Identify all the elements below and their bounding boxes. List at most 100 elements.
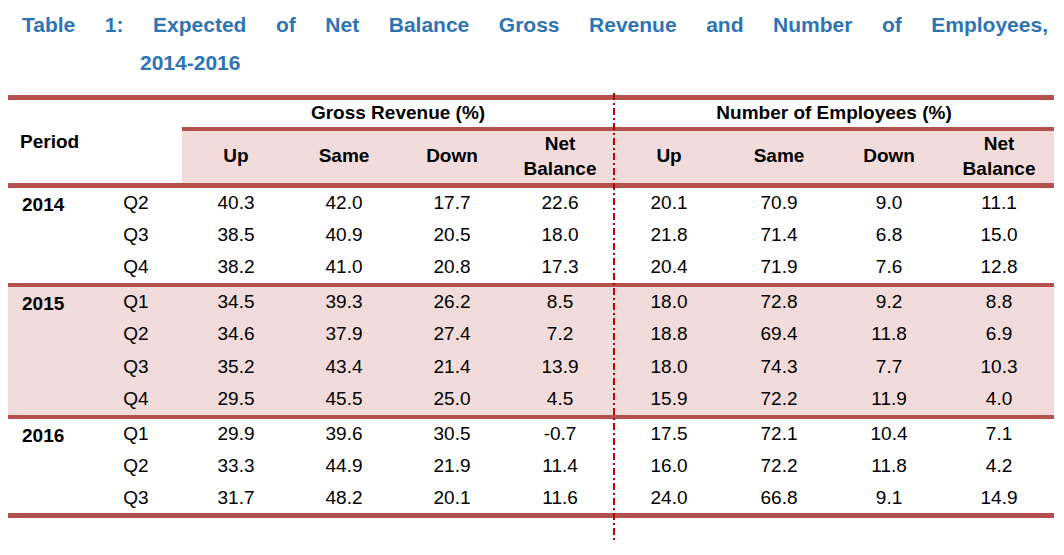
value-cell: 44.9 (290, 450, 398, 483)
table-row: 2016Q129.939.630.5-0.717.572.110.47.1 (8, 417, 1054, 450)
employees-net-balance-header: Net Balance (944, 129, 1054, 186)
sub-header-label: Net Balance (520, 132, 600, 181)
value-cell: 11.6 (506, 483, 614, 516)
value-cell: 15.9 (614, 384, 724, 417)
value-cell: 45.5 (290, 384, 398, 417)
table-row: Q331.748.220.111.624.066.89.114.9 (8, 483, 1054, 516)
gross-same-header: Same (290, 129, 398, 186)
value-cell: 20.8 (398, 252, 506, 285)
value-cell: 72.2 (724, 450, 834, 483)
value-cell: 18.0 (506, 219, 614, 252)
value-cell: 11.4 (506, 450, 614, 483)
value-cell: 7.7 (834, 351, 944, 384)
table-title-line2: 2014-2016 (22, 44, 1048, 82)
sub-header-label: Net Balance (959, 132, 1039, 181)
value-cell: 18.8 (614, 318, 724, 351)
sub-header-label: Down (863, 145, 915, 166)
gross-revenue-group-header: Gross Revenue (%) (182, 98, 614, 129)
period-header: Period (8, 98, 182, 186)
value-cell: 11.9 (834, 384, 944, 417)
value-cell: 21.9 (398, 450, 506, 483)
value-cell: 20.1 (398, 483, 506, 516)
value-cell: 4.0 (944, 384, 1054, 417)
value-cell: 40.9 (290, 219, 398, 252)
table-row: Q338.540.920.518.021.871.46.815.0 (8, 219, 1054, 252)
sub-header-label: Same (754, 145, 805, 166)
value-cell: 38.5 (182, 219, 290, 252)
value-cell: 21.8 (614, 219, 724, 252)
table-header: Period Gross Revenue (%) Number of Emplo… (8, 98, 1054, 186)
gross-net-balance-header: Net Balance (506, 129, 614, 186)
value-cell: 41.0 (290, 252, 398, 285)
value-cell: 10.4 (834, 417, 944, 450)
value-cell: 11.1 (944, 186, 1054, 219)
value-cell: 16.0 (614, 450, 724, 483)
value-cell: 72.2 (724, 384, 834, 417)
value-cell: 71.9 (724, 252, 834, 285)
value-cell: 35.2 (182, 351, 290, 384)
value-cell: 34.6 (182, 318, 290, 351)
data-table: Period Gross Revenue (%) Number of Emplo… (8, 95, 1054, 518)
value-cell: 48.2 (290, 483, 398, 516)
sub-header-label: Up (223, 145, 248, 166)
value-cell: 8.8 (944, 285, 1054, 318)
value-cell: 43.4 (290, 351, 398, 384)
table-row: Q233.344.921.911.416.072.211.84.2 (8, 450, 1054, 483)
value-cell: 72.1 (724, 417, 834, 450)
value-cell: 22.6 (506, 186, 614, 219)
employees-down-header: Down (834, 129, 944, 186)
employees-group-header: Number of Employees (%) (614, 98, 1054, 129)
value-cell: 71.4 (724, 219, 834, 252)
value-cell: 25.0 (398, 384, 506, 417)
value-cell: 7.1 (944, 417, 1054, 450)
quarter-cell: Q2 (90, 318, 182, 351)
value-cell: 39.3 (290, 285, 398, 318)
value-cell: 4.2 (944, 450, 1054, 483)
value-cell: 20.4 (614, 252, 724, 285)
year-cell: 2015 (8, 285, 90, 417)
value-cell: 27.4 (398, 318, 506, 351)
value-cell: 20.5 (398, 219, 506, 252)
value-cell: 72.8 (724, 285, 834, 318)
table-title-line1: Table 1: Expected of Net Balance Gross R… (22, 6, 1048, 44)
value-cell: 33.3 (182, 450, 290, 483)
value-cell: 14.9 (944, 483, 1054, 516)
value-cell: 11.8 (834, 318, 944, 351)
year-cell: 2014 (8, 186, 90, 285)
value-cell: 20.1 (614, 186, 724, 219)
value-cell: 18.0 (614, 285, 724, 318)
value-cell: 21.4 (398, 351, 506, 384)
table-title: Table 1: Expected of Net Balance Gross R… (22, 6, 1048, 82)
table-row: Q234.637.927.47.218.869.411.86.9 (8, 318, 1054, 351)
value-cell: 11.8 (834, 450, 944, 483)
value-cell: 69.4 (724, 318, 834, 351)
document-page: Table 1: Expected of Net Balance Gross R… (0, 0, 1064, 555)
quarter-cell: Q4 (90, 384, 182, 417)
group-header-row: Period Gross Revenue (%) Number of Emplo… (8, 98, 1054, 129)
quarter-cell: Q2 (90, 450, 182, 483)
value-cell: 30.5 (398, 417, 506, 450)
value-cell: 39.6 (290, 417, 398, 450)
value-cell: 4.5 (506, 384, 614, 417)
value-cell: 13.9 (506, 351, 614, 384)
value-cell: 38.2 (182, 252, 290, 285)
value-cell: 12.8 (944, 252, 1054, 285)
value-cell: 18.0 (614, 351, 724, 384)
year-cell: 2016 (8, 417, 90, 516)
quarter-cell: Q3 (90, 483, 182, 516)
data-table-wrapper: Period Gross Revenue (%) Number of Emplo… (8, 95, 1054, 518)
value-cell: 31.7 (182, 483, 290, 516)
value-cell: 6.8 (834, 219, 944, 252)
employees-up-header: Up (614, 129, 724, 186)
quarter-cell: Q2 (90, 186, 182, 219)
value-cell: 29.9 (182, 417, 290, 450)
value-cell: 6.9 (944, 318, 1054, 351)
value-cell: 17.7 (398, 186, 506, 219)
value-cell: 74.3 (724, 351, 834, 384)
value-cell: 9.1 (834, 483, 944, 516)
value-cell: 17.5 (614, 417, 724, 450)
value-cell: 9.0 (834, 186, 944, 219)
value-cell: 37.9 (290, 318, 398, 351)
sub-header-label: Up (656, 145, 681, 166)
table-row: Q438.241.020.817.320.471.97.612.8 (8, 252, 1054, 285)
